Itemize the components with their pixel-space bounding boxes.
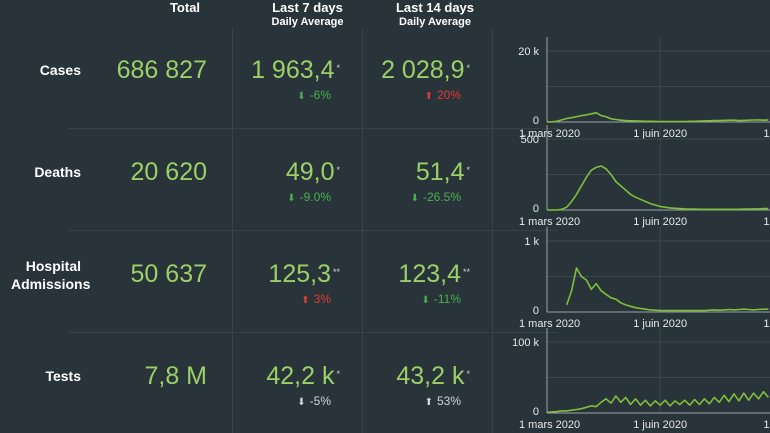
total-value: 20 620 [130,158,207,186]
change-text: -9.0% [299,190,331,204]
y-tick-label: 1 k [524,236,539,248]
series-line [546,112,769,123]
divider [68,230,558,231]
avg14-value: 2 028,9 * [381,56,470,84]
row-label: Deaths [34,164,81,180]
avg7-value: 125,3 ** [268,260,340,288]
x-tick-label: 1 sept [763,216,770,228]
change-text: -6% [309,88,331,102]
avg14-value: 43,2 k * [396,362,470,390]
y-tick-label: 0 [533,406,539,418]
change-text: -26.5% [422,190,461,204]
total-value: 686 827 [116,56,207,84]
change-text: -11% [433,292,461,306]
header-total-label: Total [169,0,201,15]
footnote-mark: * [466,369,470,379]
header-last14: Last 14 days Daily Average [380,0,490,29]
x-tick-label: 1 mars 2020 [519,128,580,140]
avg14-number: 43,2 k [396,362,465,390]
total-value: 50 637 [130,260,207,288]
x-tick-label: 1 juin 2020 [633,318,687,330]
avg7-number: 42,2 k [266,362,335,390]
x-tick-label: 1 mars 2020 [519,419,580,431]
avg14-value: 123,4 ** [398,260,470,288]
footnote-mark: * [466,63,470,73]
row-label: Tests [45,368,81,384]
footnote-mark: * [336,369,340,379]
row-label: Hospital Admissions [11,258,91,292]
change-text: 20% [436,88,461,102]
avg7-value: 42,2 k * [266,362,340,390]
avg14-value: 51,4 * [416,158,470,186]
x-tick-label: 1 sept [763,128,770,140]
series-line [547,165,769,211]
avg7-value: 1 963,4 * [251,56,340,84]
x-tick-label: 1 juin 2020 [633,419,687,431]
y-tick-label: 500 [521,134,539,146]
arrow-down-icon: ⬇ [287,193,296,204]
header-last7: Last 7 days Daily Average [255,0,360,29]
x-tick-label: 1 sept [763,419,770,431]
avg7-change: ⬇ -9.0% [287,190,331,206]
series-line [546,390,770,414]
chart-hospital-admissions: 0 1 k 1 mars 2020 1 juin 2020 1 sept [492,227,770,331]
y-tick-label: 0 [533,115,539,127]
avg7-change: ⬇ -5% [297,394,331,410]
arrow-up-icon: ⬆ [424,91,433,102]
footnote-mark: * [336,165,340,175]
header-total: Total [150,0,220,15]
avg14-change: ⬆ 53% [425,394,461,410]
arrow-up-icon: ⬆ [301,295,310,306]
y-tick-label: 100 k [512,337,539,349]
y-tick-label: 20 k [518,46,539,58]
avg14-number: 2 028,9 [381,56,465,84]
avg14-change: ⬇ -11% [421,292,461,308]
change-text: 53% [436,394,461,408]
header-last14-title: Last 14 days [395,0,475,15]
row-label: Cases [39,62,81,78]
footnote-mark: ** [332,267,340,277]
arrow-down-icon: ⬇ [410,193,419,204]
series-line [565,267,769,312]
change-text: -5% [309,394,331,408]
arrow-up-icon: ⬆ [424,397,433,408]
avg14-number: 51,4 [415,158,465,186]
divider [68,332,558,333]
header-last14-sub: Daily Average [399,16,471,28]
header-last7-title: Last 7 days [272,0,343,15]
x-tick-label: 1 juin 2020 [633,216,687,228]
avg7-change: ⬇ -6% [297,88,331,104]
chart-tests: 0 100 k 1 mars 2020 1 juin 2020 1 sept [492,328,770,432]
y-tick-label: 0 [533,203,539,215]
avg7-number: 1 963,4 [251,56,335,84]
total-value: 7,8 M [144,362,207,390]
header-last7-sub: Daily Average [271,16,344,28]
avg7-number: 49,0 [285,158,335,186]
x-tick-label: 1 mars 2020 [519,216,580,228]
arrow-down-icon: ⬇ [297,91,306,102]
footnote-mark: ** [462,267,470,277]
avg14-change: ⬆ 20% [425,88,461,104]
change-text: 3% [313,292,331,306]
arrow-down-icon: ⬇ [297,397,306,408]
avg7-change: ⬆ 3% [301,292,331,308]
y-tick-label: 0 [533,305,539,317]
x-tick-label: 1 sept [763,318,770,330]
x-tick-label: 1 mars 2020 [519,318,580,330]
arrow-down-icon: ⬇ [421,295,430,306]
avg14-change: ⬇ -26.5% [411,190,461,206]
avg14-number: 123,4 [398,260,461,288]
divider [68,128,558,129]
footnote-mark: * [336,63,340,73]
avg7-value: 49,0 * [286,158,340,186]
footnote-mark: * [466,165,470,175]
avg7-number: 125,3 [268,260,331,288]
